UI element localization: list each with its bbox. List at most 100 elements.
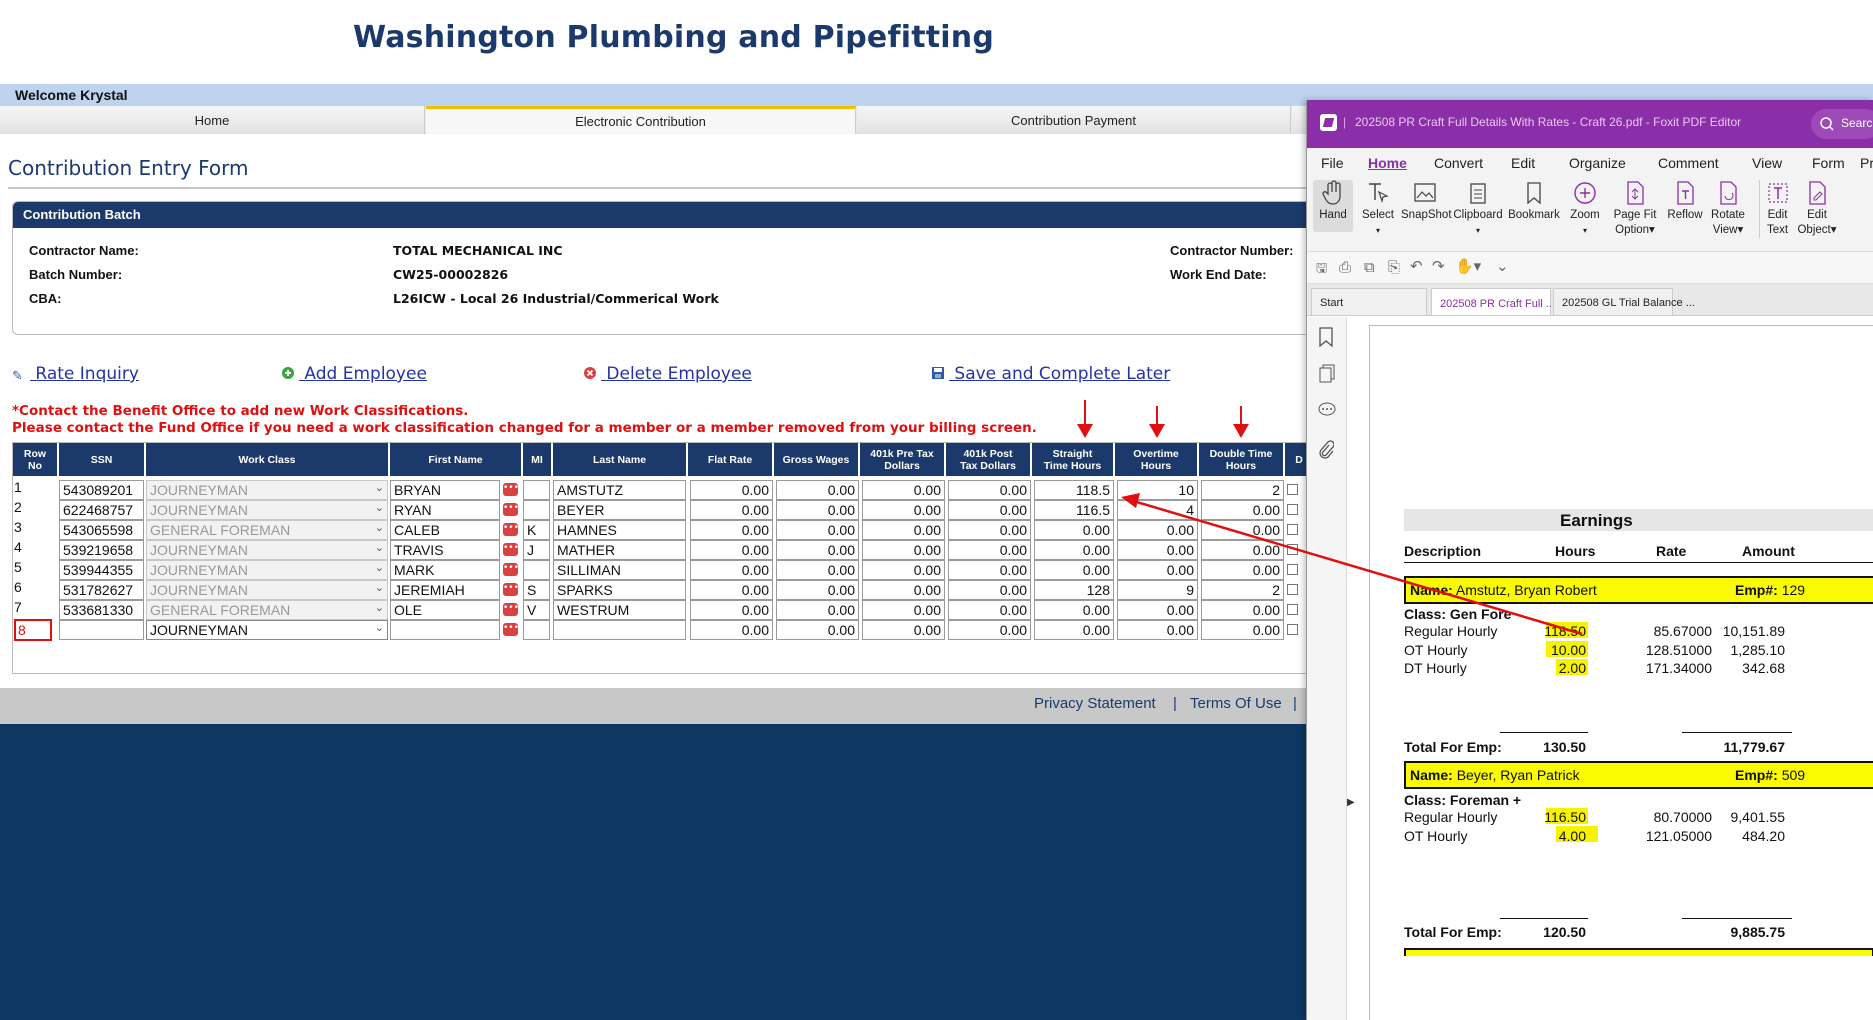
post-field[interactable]: 0.00	[948, 520, 1031, 540]
first-field[interactable]: OLE	[390, 600, 500, 620]
dt-field[interactable]: 0.00	[1201, 540, 1284, 560]
st-field[interactable]: 0.00	[1034, 620, 1114, 640]
last-field[interactable]: HAMNES	[553, 520, 686, 540]
row-checkbox[interactable]	[1287, 624, 1298, 635]
post-field[interactable]: 0.00	[948, 620, 1031, 640]
menu-file[interactable]: File	[1321, 155, 1344, 171]
menu-home[interactable]: Home	[1368, 155, 1407, 171]
flat-field[interactable]: 0.00	[690, 540, 773, 560]
zoom-button[interactable]: Zoom ▾	[1567, 180, 1603, 238]
snapshot-button[interactable]: SnapShot	[1401, 180, 1452, 223]
first-field[interactable]	[390, 620, 500, 640]
comments-panel-icon[interactable]	[1318, 401, 1336, 421]
ot-field[interactable]: 0.00	[1117, 600, 1198, 620]
gross-field[interactable]: 0.00	[776, 620, 859, 640]
work-class-select[interactable]: GENERAL FOREMAN ⌄	[146, 600, 388, 620]
expand-panel-arrow-icon[interactable]: ▶	[1347, 797, 1355, 808]
row-number-input[interactable]: 8	[14, 619, 52, 641]
post-field[interactable]: 0.00	[948, 480, 1031, 500]
privacy-link[interactable]: Privacy Statement	[1034, 695, 1156, 712]
tab-contribution-payment[interactable]: Contribution Payment	[857, 106, 1291, 134]
dt-field[interactable]: 0.00	[1201, 500, 1284, 520]
ssn-field[interactable]	[59, 620, 144, 640]
ot-field[interactable]: 0.00	[1117, 520, 1198, 540]
mi-field[interactable]: V	[523, 600, 550, 620]
mi-field[interactable]	[523, 500, 550, 520]
flat-field[interactable]: 0.00	[690, 560, 773, 580]
name-lookup-icon[interactable]: •••	[503, 483, 519, 496]
bookmark-panel-icon[interactable]	[1318, 327, 1336, 348]
redo-icon[interactable]: ↷	[1432, 257, 1445, 275]
work-class-select[interactable]: JOURNEYMAN ⌄	[146, 620, 388, 640]
mi-field[interactable]	[523, 560, 550, 580]
ssn-field[interactable]: 531782627	[59, 580, 144, 600]
add-employee-link[interactable]: Add Employee	[281, 364, 427, 384]
gross-field[interactable]: 0.00	[776, 480, 859, 500]
gross-field[interactable]: 0.00	[776, 520, 859, 540]
row-checkbox[interactable]	[1287, 524, 1298, 535]
mi-field[interactable]: K	[523, 520, 550, 540]
pdf-search-box[interactable]: Search	[1811, 109, 1873, 139]
ssn-field[interactable]: 543089201	[59, 480, 144, 500]
row-checkbox[interactable]	[1287, 504, 1298, 515]
ot-field[interactable]: 0.00	[1117, 540, 1198, 560]
edit-text-button[interactable]: Edit Text	[1759, 180, 1791, 238]
menu-convert[interactable]: Convert	[1434, 155, 1484, 171]
menu-form[interactable]: Form	[1812, 155, 1845, 171]
menu-view[interactable]: View	[1752, 155, 1783, 171]
mi-field[interactable]: S	[523, 580, 550, 600]
st-field[interactable]: 0.00	[1034, 560, 1114, 580]
gross-field[interactable]: 0.00	[776, 540, 859, 560]
row-checkbox[interactable]	[1287, 544, 1298, 555]
first-field[interactable]: JEREMIAH	[390, 580, 500, 600]
terms-link[interactable]: Terms Of Use	[1190, 695, 1282, 712]
work-class-select[interactable]: JOURNEYMAN ⌄	[146, 480, 388, 500]
tab-doc-craft-full[interactable]: 202508 PR Craft Full ... ✕	[1431, 288, 1571, 315]
first-field[interactable]: BRYAN	[390, 480, 500, 500]
last-field[interactable]: SPARKS	[553, 580, 686, 600]
attachments-panel-icon[interactable]	[1318, 439, 1336, 459]
pre-field[interactable]: 0.00	[862, 520, 945, 540]
flat-field[interactable]: 0.00	[690, 480, 773, 500]
flat-field[interactable]: 0.00	[690, 500, 773, 520]
gross-field[interactable]: 0.00	[776, 560, 859, 580]
work-class-select[interactable]: JOURNEYMAN ⌄	[146, 540, 388, 560]
save-icon[interactable]: 🖫	[1316, 261, 1328, 276]
mi-field[interactable]	[523, 620, 550, 640]
flat-field[interactable]: 0.00	[690, 520, 773, 540]
tab-electronic-contribution[interactable]: Electronic Contribution	[426, 106, 856, 134]
name-lookup-icon[interactable]: •••	[503, 543, 519, 556]
row-checkbox[interactable]	[1287, 584, 1298, 595]
last-field[interactable]: WESTRUM	[553, 600, 686, 620]
customize-chevron-icon[interactable]: ⌄	[1496, 257, 1509, 275]
gross-field[interactable]: 0.00	[776, 600, 859, 620]
work-class-select[interactable]: JOURNEYMAN ⌄	[146, 580, 388, 600]
rate-inquiry-link[interactable]: ✎ Rate Inquiry	[12, 364, 139, 384]
st-field[interactable]: 118.5	[1034, 480, 1114, 500]
flat-field[interactable]: 0.00	[690, 580, 773, 600]
first-field[interactable]: RYAN	[390, 500, 500, 520]
dt-field[interactable]: 2	[1201, 580, 1284, 600]
post-field[interactable]: 0.00	[948, 540, 1031, 560]
st-field[interactable]: 0.00	[1034, 540, 1114, 560]
dt-field[interactable]: 0.00	[1201, 600, 1284, 620]
ssn-field[interactable]: 543065598	[59, 520, 144, 540]
tab-home[interactable]: Home	[0, 106, 425, 134]
pre-field[interactable]: 0.00	[862, 620, 945, 640]
row-checkbox[interactable]	[1287, 604, 1298, 615]
first-field[interactable]: TRAVIS	[390, 540, 500, 560]
delete-employee-link[interactable]: Delete Employee	[583, 364, 752, 384]
pre-field[interactable]: 0.00	[862, 480, 945, 500]
row-checkbox[interactable]	[1287, 484, 1298, 495]
st-field[interactable]: 0.00	[1034, 600, 1114, 620]
pre-field[interactable]: 0.00	[862, 560, 945, 580]
ot-field[interactable]: 10	[1117, 480, 1198, 500]
pages-panel-icon[interactable]	[1318, 364, 1336, 384]
hand-dropdown-icon[interactable]: ✋▾	[1455, 257, 1482, 275]
pre-field[interactable]: 0.00	[862, 600, 945, 620]
undo-icon[interactable]: ↶	[1410, 257, 1423, 275]
last-field[interactable]: SILLIMAN	[553, 560, 686, 580]
ssn-field[interactable]: 622468757	[59, 500, 144, 520]
dt-field[interactable]: 0.00	[1201, 620, 1284, 640]
st-field[interactable]: 116.5	[1034, 500, 1114, 520]
